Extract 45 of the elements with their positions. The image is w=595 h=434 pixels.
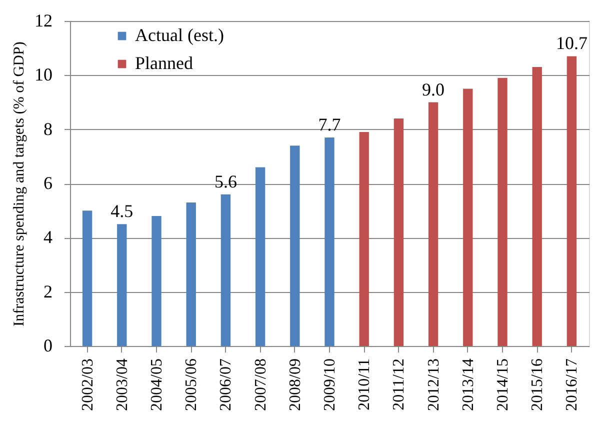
- bar: [255, 167, 266, 346]
- x-tick-label: 2007/08: [252, 358, 270, 411]
- x-tick-label: 2010/11: [356, 358, 374, 410]
- x-tick-label: 2013/14: [460, 358, 477, 411]
- bar: [566, 56, 577, 346]
- x-tick-label: 2002/03: [79, 358, 96, 411]
- x-tick-label: 2012/13: [425, 358, 442, 411]
- y-tick-label: 8: [44, 118, 52, 139]
- data-label: 5.6: [214, 171, 237, 192]
- y-tick-label: 10: [34, 64, 52, 85]
- y-tick-label: 4: [44, 227, 52, 248]
- bar: [152, 216, 162, 346]
- y-tick-label: 6: [44, 173, 52, 193]
- x-tick-label: 2008/09: [286, 358, 304, 411]
- bar: [220, 194, 231, 346]
- data-label: 7.7: [318, 114, 341, 134]
- x-tick-label: 2011/12: [390, 358, 408, 410]
- x-tick-label: 2003/04: [114, 358, 131, 411]
- data-label: 4.5: [110, 201, 134, 222]
- data-label: 10.7: [556, 33, 588, 54]
- bar: [117, 224, 127, 346]
- y-tick-label: 0: [44, 336, 52, 356]
- bar: [324, 137, 334, 346]
- x-tick-label: 2006/07: [218, 358, 235, 411]
- x-tick-label: 2014/15: [494, 358, 512, 411]
- x-tick-label: 2016/17: [564, 358, 581, 411]
- bar: [498, 78, 508, 346]
- bar: [186, 202, 196, 346]
- bar: [428, 102, 438, 346]
- bar: [290, 146, 300, 346]
- bar: [532, 67, 542, 346]
- x-tick-label: 2015/16: [529, 358, 546, 411]
- bar: [463, 88, 473, 346]
- y-tick-label: 2: [44, 281, 52, 302]
- bar: [359, 132, 369, 346]
- x-tick-label: 2005/06: [183, 358, 200, 411]
- x-tick-label: 2009/10: [322, 358, 338, 411]
- x-tick-label: 2004/05: [148, 358, 166, 411]
- bar: [82, 210, 92, 346]
- data-label: 9.0: [422, 79, 445, 100]
- y-tick-label: 12: [34, 10, 52, 30]
- legend-label: Actual (est.): [135, 25, 224, 45]
- y-axis-title: Infrastructure spending and targets (% of GDP): [12, 42, 28, 326]
- bar: [394, 118, 404, 346]
- legend-label: Planned: [135, 53, 193, 73]
